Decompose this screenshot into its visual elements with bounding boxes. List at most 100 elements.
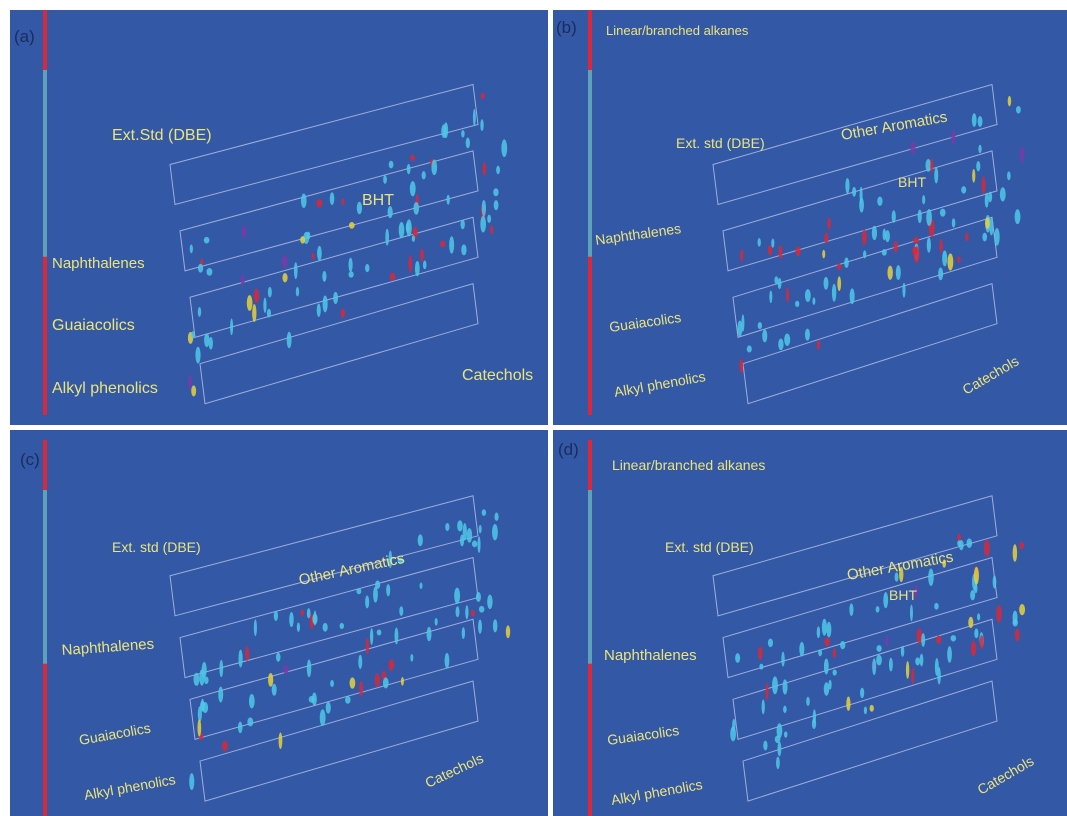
spot bbox=[365, 264, 370, 273]
spot bbox=[999, 187, 1006, 202]
spot bbox=[345, 696, 351, 704]
spot bbox=[191, 331, 195, 339]
spot bbox=[992, 575, 997, 589]
spot bbox=[397, 557, 404, 564]
spot bbox=[876, 645, 882, 652]
annotation: BHT bbox=[889, 587, 917, 603]
spot bbox=[462, 523, 467, 541]
spot bbox=[340, 308, 345, 319]
streak bbox=[588, 70, 592, 257]
spot bbox=[246, 295, 253, 311]
spot bbox=[471, 540, 478, 548]
spot bbox=[275, 652, 281, 662]
spot bbox=[281, 255, 288, 268]
spot bbox=[466, 528, 473, 543]
spot bbox=[966, 538, 973, 549]
spot bbox=[938, 267, 944, 281]
spot bbox=[189, 244, 193, 254]
spot bbox=[493, 188, 499, 197]
spot bbox=[935, 635, 942, 644]
spot bbox=[322, 295, 328, 313]
spot bbox=[881, 249, 887, 256]
spot bbox=[846, 696, 851, 711]
spot bbox=[782, 679, 788, 695]
spot bbox=[911, 246, 918, 255]
spot bbox=[951, 129, 956, 145]
spot bbox=[443, 122, 449, 139]
spot bbox=[369, 628, 374, 645]
spot bbox=[439, 240, 446, 248]
spot bbox=[1012, 618, 1018, 627]
spot bbox=[406, 163, 411, 175]
spot bbox=[329, 192, 335, 205]
streak bbox=[43, 490, 47, 664]
spot bbox=[1012, 544, 1018, 562]
spot bbox=[271, 683, 277, 696]
spot bbox=[481, 509, 487, 516]
spot bbox=[916, 628, 923, 644]
spot bbox=[746, 345, 752, 353]
spot bbox=[970, 641, 977, 657]
spot bbox=[444, 652, 450, 669]
spot bbox=[478, 619, 483, 634]
spot bbox=[376, 629, 382, 636]
spot bbox=[253, 288, 260, 304]
spot bbox=[389, 272, 396, 281]
spot bbox=[295, 286, 300, 297]
spot bbox=[859, 186, 863, 204]
spot bbox=[461, 130, 465, 138]
spot bbox=[893, 240, 898, 253]
spot bbox=[783, 731, 788, 738]
spot bbox=[739, 359, 744, 374]
spot bbox=[385, 228, 390, 246]
spot bbox=[252, 304, 257, 323]
spot bbox=[895, 265, 901, 281]
spot bbox=[399, 606, 404, 616]
spot bbox=[273, 610, 279, 622]
spot bbox=[883, 592, 889, 609]
region-outline bbox=[169, 495, 479, 617]
spot bbox=[826, 621, 832, 638]
spot bbox=[1019, 541, 1024, 550]
spot bbox=[774, 735, 781, 744]
spot bbox=[406, 219, 412, 237]
spot bbox=[300, 236, 306, 244]
spot bbox=[795, 246, 801, 257]
spot bbox=[306, 608, 311, 619]
spot bbox=[740, 249, 744, 263]
spot bbox=[330, 680, 334, 688]
spot bbox=[197, 263, 204, 273]
spot bbox=[449, 236, 455, 254]
panel-background bbox=[10, 10, 548, 425]
spot bbox=[911, 667, 915, 684]
spot bbox=[359, 680, 363, 697]
spot bbox=[875, 606, 880, 613]
spot bbox=[356, 201, 363, 215]
spot bbox=[832, 669, 837, 676]
spot bbox=[238, 649, 243, 668]
spot bbox=[325, 701, 331, 714]
spot bbox=[375, 580, 381, 590]
spot bbox=[501, 139, 508, 158]
spot bbox=[772, 676, 778, 695]
spot bbox=[784, 333, 791, 346]
spot bbox=[322, 622, 328, 632]
spot bbox=[237, 721, 243, 734]
spot bbox=[926, 208, 932, 226]
spot bbox=[383, 175, 387, 184]
spot bbox=[836, 263, 842, 270]
spot bbox=[816, 626, 821, 639]
spot bbox=[230, 318, 234, 336]
spot bbox=[455, 606, 460, 618]
spot bbox=[818, 649, 823, 657]
spot bbox=[481, 200, 487, 217]
region-outline bbox=[722, 556, 998, 679]
spot bbox=[203, 236, 210, 244]
spot bbox=[421, 171, 426, 180]
spot bbox=[189, 773, 195, 791]
region-outline bbox=[732, 216, 998, 338]
spot bbox=[394, 627, 399, 645]
spot bbox=[263, 297, 267, 313]
spot bbox=[482, 162, 487, 176]
